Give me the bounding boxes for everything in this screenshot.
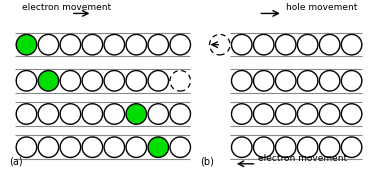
Circle shape <box>104 104 125 124</box>
Circle shape <box>341 34 362 55</box>
Text: (b): (b) <box>200 157 214 167</box>
Circle shape <box>38 104 59 124</box>
Circle shape <box>38 71 59 91</box>
Circle shape <box>341 104 362 124</box>
Circle shape <box>298 104 318 124</box>
Circle shape <box>276 104 296 124</box>
Circle shape <box>319 71 340 91</box>
Circle shape <box>253 104 274 124</box>
Text: hole movement: hole movement <box>286 3 357 12</box>
Text: electron movement: electron movement <box>22 3 111 12</box>
Circle shape <box>82 71 103 91</box>
Circle shape <box>253 137 274 157</box>
Circle shape <box>126 104 147 124</box>
Circle shape <box>126 137 147 157</box>
Circle shape <box>298 34 318 55</box>
Circle shape <box>82 137 103 157</box>
Circle shape <box>16 34 37 55</box>
Circle shape <box>148 34 168 55</box>
Circle shape <box>82 104 103 124</box>
Circle shape <box>276 34 296 55</box>
Circle shape <box>231 34 252 55</box>
Circle shape <box>16 137 37 157</box>
Circle shape <box>104 71 125 91</box>
Circle shape <box>82 34 103 55</box>
Circle shape <box>231 71 252 91</box>
Circle shape <box>60 34 81 55</box>
Circle shape <box>253 34 274 55</box>
Circle shape <box>231 104 252 124</box>
Circle shape <box>126 71 147 91</box>
Circle shape <box>126 34 147 55</box>
Circle shape <box>170 104 190 124</box>
Circle shape <box>298 71 318 91</box>
Circle shape <box>148 137 168 157</box>
Circle shape <box>60 137 81 157</box>
Circle shape <box>253 71 274 91</box>
Text: electron movement: electron movement <box>258 154 347 163</box>
Circle shape <box>60 104 81 124</box>
Circle shape <box>276 71 296 91</box>
Circle shape <box>341 71 362 91</box>
Circle shape <box>104 34 125 55</box>
Circle shape <box>319 34 340 55</box>
Circle shape <box>16 71 37 91</box>
Circle shape <box>38 137 59 157</box>
Circle shape <box>231 137 252 157</box>
Circle shape <box>148 71 168 91</box>
Circle shape <box>38 34 59 55</box>
Circle shape <box>276 137 296 157</box>
Circle shape <box>170 137 190 157</box>
Circle shape <box>148 104 168 124</box>
Circle shape <box>298 137 318 157</box>
Circle shape <box>319 137 340 157</box>
Circle shape <box>319 104 340 124</box>
Text: (a): (a) <box>10 157 23 167</box>
Circle shape <box>16 104 37 124</box>
Circle shape <box>341 137 362 157</box>
Circle shape <box>170 34 190 55</box>
Circle shape <box>60 71 81 91</box>
Circle shape <box>104 137 125 157</box>
